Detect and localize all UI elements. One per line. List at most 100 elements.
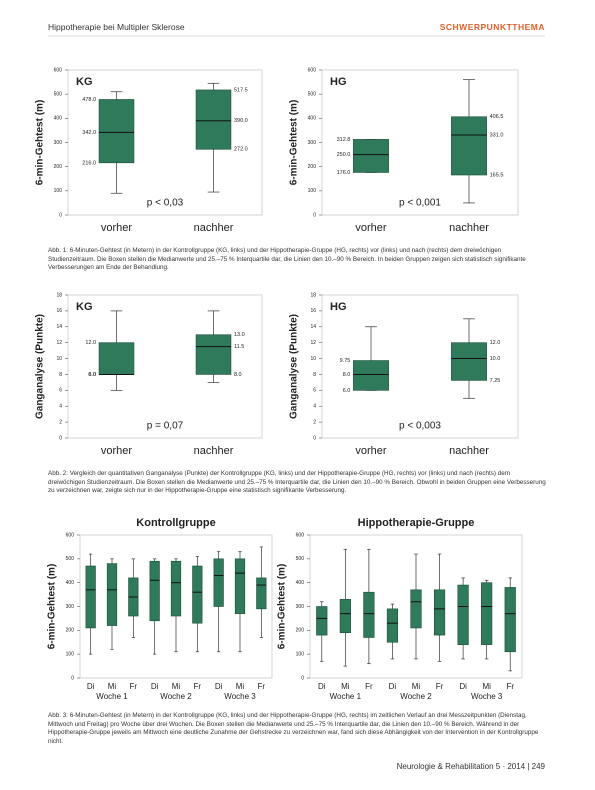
y-axis-label: 6-min-Gehtest (m) xyxy=(277,564,288,650)
y-tick-label: 12 xyxy=(56,340,62,346)
value-label: 165.5 xyxy=(490,172,504,178)
group-label: Woche 2 xyxy=(400,692,432,701)
x-tick-label: Di xyxy=(459,682,467,691)
y-tick-label: 0 xyxy=(71,675,74,681)
box xyxy=(353,360,389,391)
y-tick-label: 400 xyxy=(308,116,317,122)
y-tick-label: 8 xyxy=(59,372,62,378)
plot-frame xyxy=(321,69,519,216)
box xyxy=(504,587,516,653)
y-axis-label: 6-min-Gehtest (m) xyxy=(289,100,300,186)
value-label: 250.0 xyxy=(337,152,351,158)
y-tick-label: 400 xyxy=(296,580,305,586)
annotation: p < 0,003 xyxy=(399,421,441,432)
box xyxy=(106,563,118,626)
x-tick-label: Fr xyxy=(436,682,444,691)
y-tick-label: 300 xyxy=(54,140,63,146)
value-label: 176.0 xyxy=(337,170,351,176)
y-tick-label: 200 xyxy=(308,164,317,170)
group-label: Woche 1 xyxy=(330,692,362,701)
value-label: 11.5 xyxy=(234,344,244,350)
box xyxy=(451,342,487,381)
y-tick-label: 0 xyxy=(313,212,316,218)
box xyxy=(85,565,96,629)
box xyxy=(353,139,389,173)
box xyxy=(213,558,224,607)
y-tick-label: 400 xyxy=(66,580,75,586)
value-label: 8.0 xyxy=(343,372,351,378)
x-tick-label: vorher xyxy=(101,445,133,457)
value-label: 406.5 xyxy=(490,114,504,120)
y-tick-label: 300 xyxy=(308,140,317,146)
caption: Abb. 2: Vergleich der quantitativen Gang… xyxy=(48,470,546,495)
caption: Abb. 1: 6-Minuten-Gehtest (in Metern) in… xyxy=(48,247,526,272)
x-tick-label: Di xyxy=(389,682,397,691)
x-tick-label: vorher xyxy=(355,445,387,457)
y-tick-label: 6 xyxy=(313,388,316,394)
y-tick-label: 0 xyxy=(59,212,62,218)
x-tick-label: vorher xyxy=(355,222,387,234)
x-tick-label: Di xyxy=(151,682,159,691)
box xyxy=(192,565,203,624)
box xyxy=(363,591,375,638)
x-tick-label: Fr xyxy=(506,682,514,691)
y-tick-label: 4 xyxy=(59,404,62,410)
x-tick-label: Fr xyxy=(365,682,373,691)
box xyxy=(339,599,351,634)
y-tick-label: 100 xyxy=(308,188,317,194)
y-tick-label: 600 xyxy=(66,532,75,538)
y-tick-label: 600 xyxy=(308,67,317,73)
box xyxy=(195,334,232,375)
box xyxy=(149,560,160,622)
value-label: 390.0 xyxy=(234,118,248,124)
annotation: p < 0,001 xyxy=(399,198,441,209)
y-axis-label: Ganganalyse (Punkte) xyxy=(289,314,300,419)
value-label: 9.75 xyxy=(340,358,351,364)
y-tick-label: 18 xyxy=(310,292,316,298)
y-tick-label: 300 xyxy=(66,604,75,610)
section-label: SCHWERPUNKTTHEMA xyxy=(439,22,545,32)
x-tick-label: Mi xyxy=(341,682,350,691)
group-label: Woche 2 xyxy=(160,692,192,701)
y-tick-label: 18 xyxy=(56,292,62,298)
box xyxy=(98,99,135,164)
x-tick-label: Mi xyxy=(108,682,117,691)
y-tick-label: 100 xyxy=(66,651,75,657)
y-tick-label: 0 xyxy=(59,435,62,441)
y-tick-label: 500 xyxy=(66,556,75,562)
y-tick-label: 200 xyxy=(66,628,75,634)
box xyxy=(195,89,232,150)
group-label: Woche 3 xyxy=(471,692,503,701)
y-tick-label: 6 xyxy=(59,388,62,394)
plot-frame xyxy=(67,69,263,216)
y-tick-label: 200 xyxy=(296,628,305,634)
y-tick-label: 8 xyxy=(313,372,316,378)
x-tick-label: Fr xyxy=(194,682,202,691)
x-tick-label: Mi xyxy=(236,682,245,691)
y-tick-label: 14 xyxy=(310,324,316,330)
chart-title: Kontrollgruppe xyxy=(136,517,215,529)
x-tick-label: Di xyxy=(215,682,223,691)
y-tick-label: 500 xyxy=(296,556,305,562)
value-label: 8.0 xyxy=(88,372,96,378)
y-tick-label: 300 xyxy=(296,604,305,610)
x-tick-label: Mi xyxy=(482,682,491,691)
x-tick-label: nachher xyxy=(449,445,489,457)
y-axis-label: 6-min-Gehtest (m) xyxy=(35,100,46,186)
running-title: Hippotherapie bei Multipler Sklerose xyxy=(48,22,185,32)
box xyxy=(170,560,182,617)
x-tick-label: nachher xyxy=(194,445,234,457)
x-tick-label: nachher xyxy=(194,222,234,234)
x-tick-label: Di xyxy=(318,682,326,691)
y-tick-label: 4 xyxy=(313,404,316,410)
y-axis-label: Ganganalyse (Punkte) xyxy=(35,314,46,419)
panel-label: KG xyxy=(76,76,93,88)
x-tick-label: nachher xyxy=(449,222,489,234)
box xyxy=(316,606,328,636)
y-tick-label: 200 xyxy=(54,164,63,170)
annotation: p = 0,07 xyxy=(147,421,184,432)
y-tick-label: 600 xyxy=(296,532,305,538)
value-label: 517.5 xyxy=(234,87,248,93)
